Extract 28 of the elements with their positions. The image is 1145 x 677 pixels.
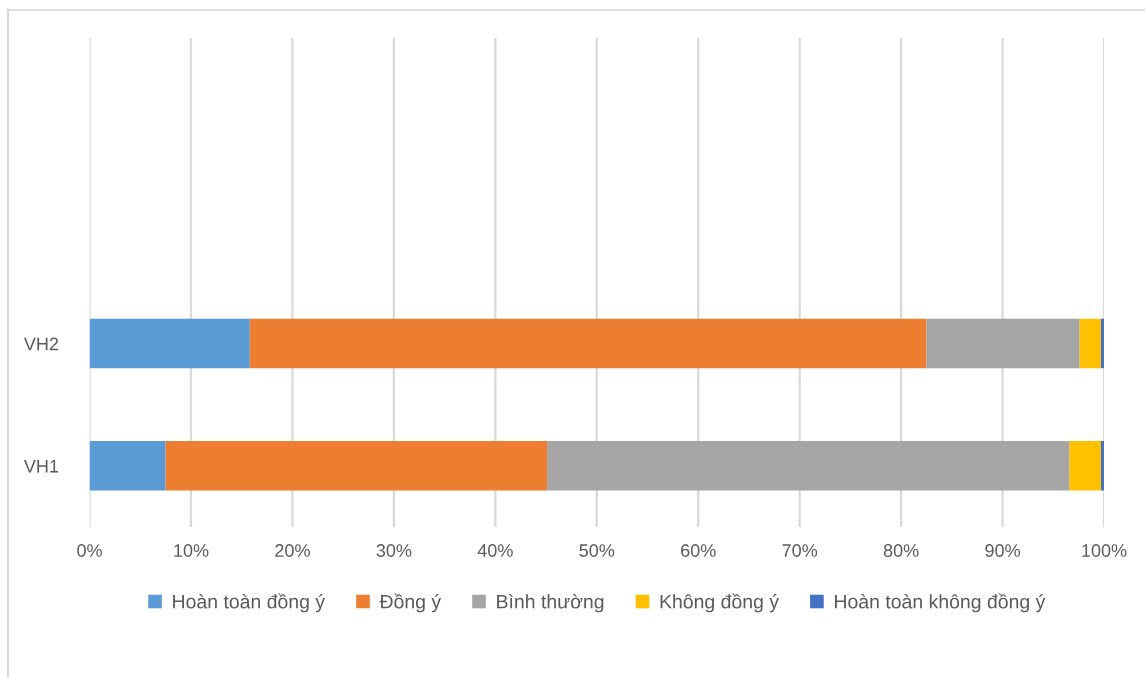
legend-label: Đồng ý (379, 593, 442, 613)
bar (547, 441, 1070, 491)
x-tick-label: 90% (985, 544, 1020, 557)
x-tick-label: 70% (782, 544, 818, 557)
x-tick-label: 50% (579, 544, 615, 557)
bar (1069, 441, 1101, 491)
x-tick-label: 30% (376, 544, 412, 557)
bar (89, 318, 250, 369)
x-tick-label: 40% (477, 544, 513, 557)
x-tick-label: 0% (77, 544, 102, 557)
x-tick-label: 60% (681, 544, 716, 557)
legend-label: Hoàn toàn không đồng ý (835, 593, 1046, 613)
bar (89, 441, 166, 491)
y-tick-label: VH2 (23, 337, 59, 351)
x-tick-label: 100% (1082, 544, 1127, 557)
bar (165, 441, 548, 491)
y-tick-label: VH1 (23, 459, 59, 473)
bar (926, 318, 1080, 369)
x-tick-label: 10% (174, 544, 209, 557)
legend-label: Bình thường (497, 594, 604, 613)
legend-label: Không đồng ý (660, 593, 779, 613)
bar (249, 318, 927, 369)
bar (1100, 441, 1105, 491)
x-tick-label: 20% (275, 544, 310, 557)
bar (1100, 318, 1105, 369)
bar (1079, 318, 1101, 369)
x-tick-label: 80% (883, 544, 919, 557)
legend-label: Hoàn toàn đồng ý (173, 593, 326, 613)
